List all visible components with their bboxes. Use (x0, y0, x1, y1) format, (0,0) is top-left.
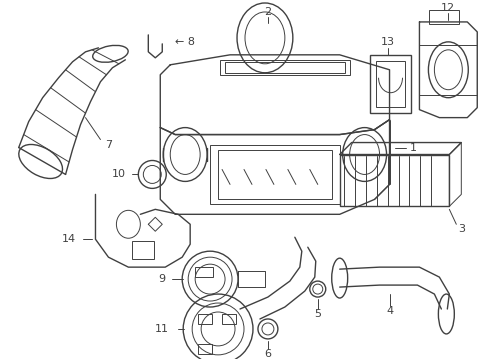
Text: 4: 4 (385, 306, 392, 316)
Text: 5: 5 (314, 309, 321, 319)
Text: 1: 1 (408, 143, 416, 153)
Bar (218, 149, 331, 199)
Text: 3: 3 (457, 224, 464, 234)
Bar (339, 154, 448, 206)
Text: 10: 10 (111, 170, 125, 179)
Text: 11: 11 (155, 324, 169, 334)
Bar (198, 344, 212, 354)
Bar (132, 241, 154, 259)
Text: 6: 6 (264, 349, 271, 359)
Bar (222, 314, 236, 324)
Bar (210, 144, 339, 204)
Bar (369, 55, 410, 113)
Text: 14: 14 (61, 234, 76, 244)
Text: 12: 12 (440, 3, 454, 13)
Text: 2: 2 (264, 7, 271, 17)
Bar (375, 61, 405, 107)
Text: 7: 7 (104, 140, 112, 149)
Bar (220, 60, 349, 75)
Bar (224, 62, 344, 73)
Text: 9: 9 (159, 274, 165, 284)
Text: 13: 13 (380, 37, 394, 47)
Bar (198, 314, 212, 324)
Bar (428, 10, 458, 24)
Text: ← 8: ← 8 (175, 37, 195, 47)
Bar (195, 267, 213, 277)
